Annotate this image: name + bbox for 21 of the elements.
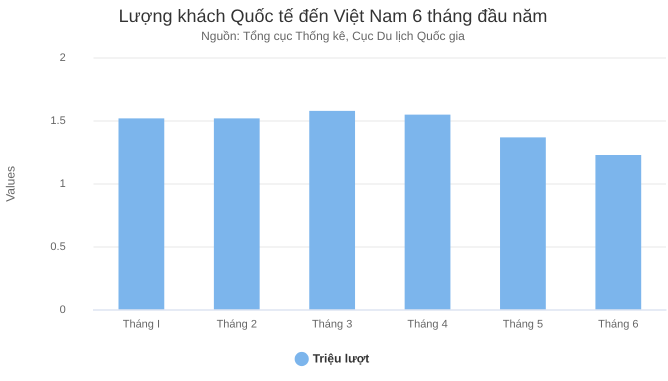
chart-subtitle: Nguồn: Tổng cục Thống kê, Cục Du lịch Quốc gia xyxy=(201,29,466,44)
y-tick-label: 0 xyxy=(60,304,66,316)
x-tick-label: Tháng 4 xyxy=(407,318,448,330)
legend-label: Triệu lượt xyxy=(312,351,370,366)
x-tick-label: Tháng 2 xyxy=(216,318,257,330)
y-tick-label: 1 xyxy=(60,178,66,190)
y-axis-title: Values xyxy=(4,166,18,202)
y-tick-label: 2 xyxy=(60,52,66,64)
x-tick-label: Tháng 6 xyxy=(598,318,638,330)
x-tick-label: Tháng I xyxy=(122,318,160,330)
y-tick-label: 1.5 xyxy=(50,114,66,127)
chart-title: Lượng khách Quốc tế đến Việt Nam 6 tháng đầu năm xyxy=(118,6,548,26)
bar xyxy=(404,114,450,310)
y-tick-label: 0.5 xyxy=(50,240,66,253)
x-tick-label: Tháng 3 xyxy=(312,318,352,330)
bar xyxy=(214,118,260,310)
bar xyxy=(500,137,546,310)
bar xyxy=(595,154,642,310)
bar xyxy=(118,118,164,310)
x-tick-label: Tháng 5 xyxy=(502,318,544,330)
bar xyxy=(309,110,356,310)
